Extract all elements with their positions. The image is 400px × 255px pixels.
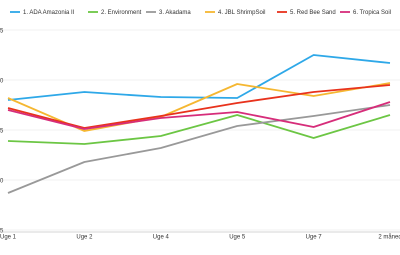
legend-label: 6. Tropica Soil xyxy=(353,10,391,16)
series-line xyxy=(7,84,391,129)
x-tick-label: Uge 1 xyxy=(0,235,17,241)
y-tick-label: 5 xyxy=(0,229,4,235)
x-tick-label: Uge 7 xyxy=(306,235,323,241)
x-tick-label: Uge 2 xyxy=(76,235,93,241)
y-tick-label: 5 xyxy=(0,129,4,135)
legend-label: 3. Akadama xyxy=(159,10,191,16)
series-line xyxy=(7,101,391,130)
legend-label: 5. Red Bee Sand xyxy=(290,10,336,16)
y-tick-label: 0 xyxy=(0,179,4,185)
legend-label: 2. Environment xyxy=(101,10,142,16)
x-tick-label: 2 måned xyxy=(378,234,400,241)
series-line xyxy=(7,54,391,101)
legend-label: 4. JBL ShrimpSoil xyxy=(218,10,265,16)
series-line xyxy=(7,114,391,145)
x-tick-label: Uge 5 xyxy=(229,235,246,241)
y-tick-label: 5 xyxy=(0,29,4,35)
series-line xyxy=(7,104,391,194)
x-tick-label: Uge 4 xyxy=(153,235,170,241)
legend-label: 1. ADA Amazonia II xyxy=(23,10,75,16)
y-tick-label: 0 xyxy=(0,79,4,85)
